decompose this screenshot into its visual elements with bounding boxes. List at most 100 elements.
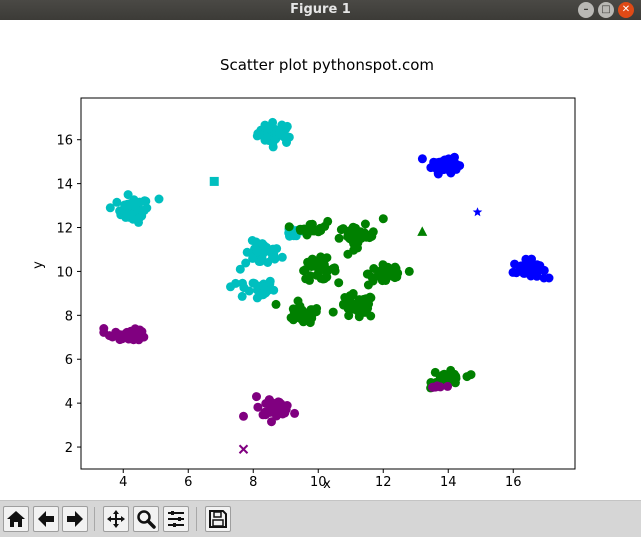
x-tick-label: 16 (505, 475, 522, 490)
x-tick-label: 4 (119, 475, 127, 490)
scatter-point (108, 332, 117, 342)
scatter-point (367, 231, 377, 241)
triangle-marker (417, 226, 428, 236)
scatter-point (539, 265, 549, 275)
y-tick-label: 16 (56, 134, 73, 149)
y-tick-label: 8 (65, 309, 73, 324)
scatter-point (256, 289, 266, 299)
scatter-point (296, 314, 306, 324)
close-icon[interactable]: ✕ (618, 2, 634, 18)
scatter-point (430, 367, 440, 377)
scatter-point (129, 335, 139, 345)
scatter-point (267, 417, 276, 427)
scatter-point (242, 247, 252, 257)
scatter-point (123, 209, 133, 219)
scatter-point (381, 276, 391, 285)
zoom-button[interactable] (133, 506, 159, 532)
forward-arrow-icon (67, 511, 83, 527)
scatter-point (130, 202, 140, 211)
back-arrow-icon (38, 511, 54, 527)
scatter-point (312, 256, 322, 266)
configure-subplots-button[interactable] (163, 506, 189, 532)
scatter-point (253, 246, 263, 256)
forward-button[interactable] (62, 506, 88, 532)
minimize-icon[interactable]: – (578, 2, 594, 18)
scatter-point (354, 312, 364, 322)
scatter-point (263, 258, 273, 267)
scatter-point (226, 282, 235, 292)
scatter-point (334, 233, 344, 243)
axes-border (80, 97, 576, 470)
scatter-point (320, 221, 330, 231)
scatter-point (99, 324, 109, 333)
back-button[interactable] (33, 506, 59, 532)
toolbar-separator (196, 507, 197, 531)
x-tick-label: 10 (310, 475, 327, 490)
scatter-point (466, 370, 476, 380)
scatter-point (435, 382, 445, 392)
scatter-point (290, 408, 300, 418)
scatter-point (354, 297, 364, 307)
scatter-point (442, 372, 452, 382)
save-button[interactable] (205, 506, 231, 532)
y-axis-label: y (31, 261, 46, 269)
y-tick-label: 4 (65, 397, 73, 412)
scatter-point (544, 273, 554, 283)
scatter-point (134, 213, 144, 223)
scatter-point (259, 240, 269, 250)
scatter-point (508, 267, 518, 277)
scatter-point (129, 195, 139, 205)
scatter-point (516, 264, 526, 274)
scatter-chart: Scatter plot pythonspot.com 4 6 8 10 12 14 16 2… (31, 56, 576, 492)
scatter-point (130, 324, 140, 334)
scatter-point (284, 132, 294, 142)
scatter-point (451, 164, 461, 174)
scatter-point (346, 297, 355, 307)
scatter-point (344, 311, 354, 321)
scatter-point (241, 258, 251, 268)
pan-button[interactable] (103, 506, 129, 532)
star-marker (472, 207, 483, 217)
scatter-point (235, 264, 245, 274)
scatter-point (239, 411, 248, 421)
scatter-point (142, 203, 152, 213)
window-title-bar: Figure 1 – □ ✕ (0, 0, 641, 20)
maximize-icon[interactable]: □ (598, 2, 614, 18)
scatter-point (112, 197, 122, 207)
x-tick-label: 6 (184, 475, 192, 490)
y-tick-label: 10 (56, 265, 73, 280)
scatter-point (270, 254, 280, 264)
scatter-point (253, 402, 263, 412)
scatter-point (417, 154, 427, 164)
scatter-point (385, 268, 394, 278)
scatter-point (343, 304, 353, 314)
scatter-point (284, 222, 294, 232)
square-marker (209, 176, 219, 186)
scatter-point (295, 224, 305, 234)
home-button[interactable] (3, 506, 29, 532)
scatter-point (334, 278, 344, 288)
scatter-point (439, 161, 449, 171)
scatter-point (252, 392, 261, 402)
scatter-point (276, 130, 286, 140)
x-tick-label: 12 (375, 475, 392, 490)
x-axis-label: x (323, 477, 331, 492)
scatter-point (349, 245, 359, 255)
scatter-point (362, 269, 372, 279)
figure-canvas: Scatter plot pythonspot.com 4 6 8 10 12 14 16 2… (0, 20, 641, 500)
scatter-point (122, 200, 132, 210)
scatter-point (360, 219, 370, 229)
scatter-point (268, 117, 278, 127)
scatter-point (277, 252, 287, 262)
y-tick-label: 2 (65, 441, 73, 456)
x-tick-label: 8 (249, 475, 257, 490)
ticks-layer: 4 6 8 10 12 14 16 2 4 6 8 10 12 14 16 (56, 134, 521, 490)
scatter-point (268, 244, 278, 254)
scatter-point (451, 373, 461, 383)
toolbar-separator (94, 507, 95, 531)
scatter-point (239, 283, 249, 293)
scatter-point (378, 214, 388, 224)
plot-frame (81, 98, 575, 469)
scatter-point (345, 234, 355, 244)
scatter-point (532, 260, 542, 270)
